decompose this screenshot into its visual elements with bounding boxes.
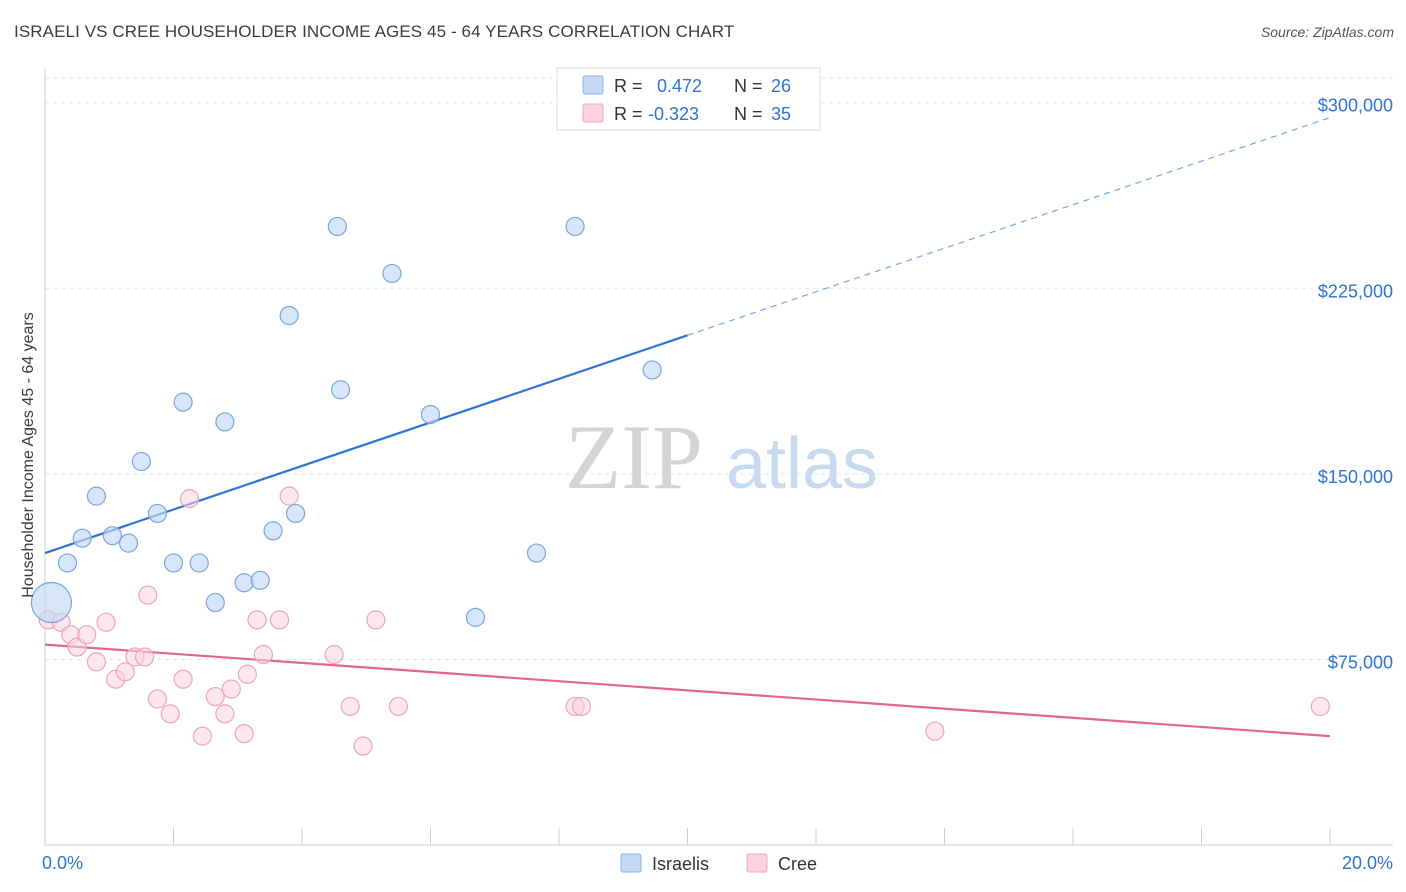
point-cree [115, 662, 135, 682]
point-cree [1310, 696, 1330, 717]
point-cree [134, 647, 155, 667]
watermark-zip: ZIP [565, 406, 703, 508]
legend-bottom: Israelis Cree [620, 853, 817, 874]
point-cree [179, 489, 200, 509]
point-cree [353, 736, 373, 756]
axes [44, 68, 1393, 846]
legend-r-value: -0.323 [648, 104, 699, 124]
trend-line-israelis-extension [687, 117, 1331, 336]
point-cree [340, 696, 360, 717]
chart-title: ISRAELI VS CREE HOUSEHOLDER INCOME AGES … [14, 22, 735, 41]
point-israelis [263, 521, 283, 541]
legend-bottom-swatch-israelis [620, 853, 642, 873]
point-cree [247, 610, 267, 630]
point-israelis [420, 404, 441, 425]
legend-n-value: 26 [771, 76, 791, 96]
point-israelis [285, 503, 306, 524]
point-cree [147, 689, 168, 709]
point-cree [221, 679, 241, 699]
x-tick-label: 20.0% [1342, 853, 1393, 873]
point-israelis [147, 503, 168, 524]
point-israelis [327, 216, 347, 237]
point-israelis [215, 412, 235, 432]
legend-r-label: R = [614, 104, 643, 124]
legend-top: R = 0.472 N = 26 R = -0.323 N = 35 [556, 67, 821, 131]
point-cree [77, 625, 97, 645]
point-cree [925, 721, 945, 741]
point-israelis [330, 380, 351, 400]
point-israelis [465, 607, 486, 627]
y-axis-label: Householder Income Ages 45 - 64 years [20, 312, 37, 598]
point-cree [173, 669, 193, 689]
y-tick-label: $150,000 [1318, 467, 1393, 487]
point-israelis [57, 553, 78, 573]
point-israelis [234, 573, 254, 593]
data-points [30, 216, 1330, 756]
point-israelis [30, 581, 73, 624]
legend-swatch-israelis [582, 75, 604, 95]
point-israelis [642, 360, 662, 380]
y-tick-label: $300,000 [1318, 96, 1393, 116]
legend-n-label: N = [734, 104, 763, 124]
legend-bottom-label-cree: Cree [778, 854, 817, 874]
y-tick-label: $75,000 [1328, 652, 1393, 672]
point-israelis [102, 526, 123, 546]
point-cree [269, 610, 290, 630]
point-israelis [189, 553, 209, 573]
point-israelis [382, 263, 402, 284]
point-cree [192, 726, 213, 746]
legend-bottom-swatch-cree [746, 853, 768, 873]
point-cree [215, 704, 235, 724]
point-cree [324, 644, 344, 665]
point-cree [160, 704, 180, 724]
point-cree [279, 486, 299, 506]
y-tick-label: $225,000 [1318, 281, 1393, 301]
point-cree [86, 652, 107, 672]
point-israelis [118, 533, 139, 553]
point-israelis [173, 392, 193, 412]
watermark-atlas: atlas [726, 424, 878, 504]
source-label: Source: ZipAtlas.com [1260, 24, 1394, 40]
point-israelis [131, 451, 151, 472]
point-israelis [86, 486, 107, 506]
legend-r-value: 0.472 [657, 76, 702, 96]
point-israelis [72, 528, 92, 548]
legend-n-value: 35 [771, 104, 791, 124]
point-israelis [250, 570, 270, 590]
legend-swatch-cree [582, 103, 604, 123]
legend-bottom-label-israelis: Israelis [652, 854, 709, 874]
point-cree [138, 585, 158, 605]
point-cree [237, 664, 257, 684]
legend-n-label: N = [734, 76, 763, 96]
x-tick-label: 0.0% [42, 853, 83, 873]
point-cree [205, 686, 225, 707]
point-cree [571, 696, 592, 717]
point-israelis [205, 592, 225, 613]
point-cree [253, 644, 274, 665]
watermark: ZIP atlas [565, 406, 878, 508]
point-cree [96, 612, 116, 632]
tick-labels: $75,000 $150,000 $225,000 $300,000 0.0% 20.0% [42, 96, 1393, 873]
point-israelis [279, 305, 299, 326]
point-israelis [526, 543, 547, 563]
point-israelis [163, 553, 184, 573]
point-cree [366, 610, 386, 630]
legend-r-label: R = [614, 76, 643, 96]
point-israelis [565, 216, 585, 237]
point-cree [234, 724, 254, 744]
point-cree [388, 696, 408, 717]
